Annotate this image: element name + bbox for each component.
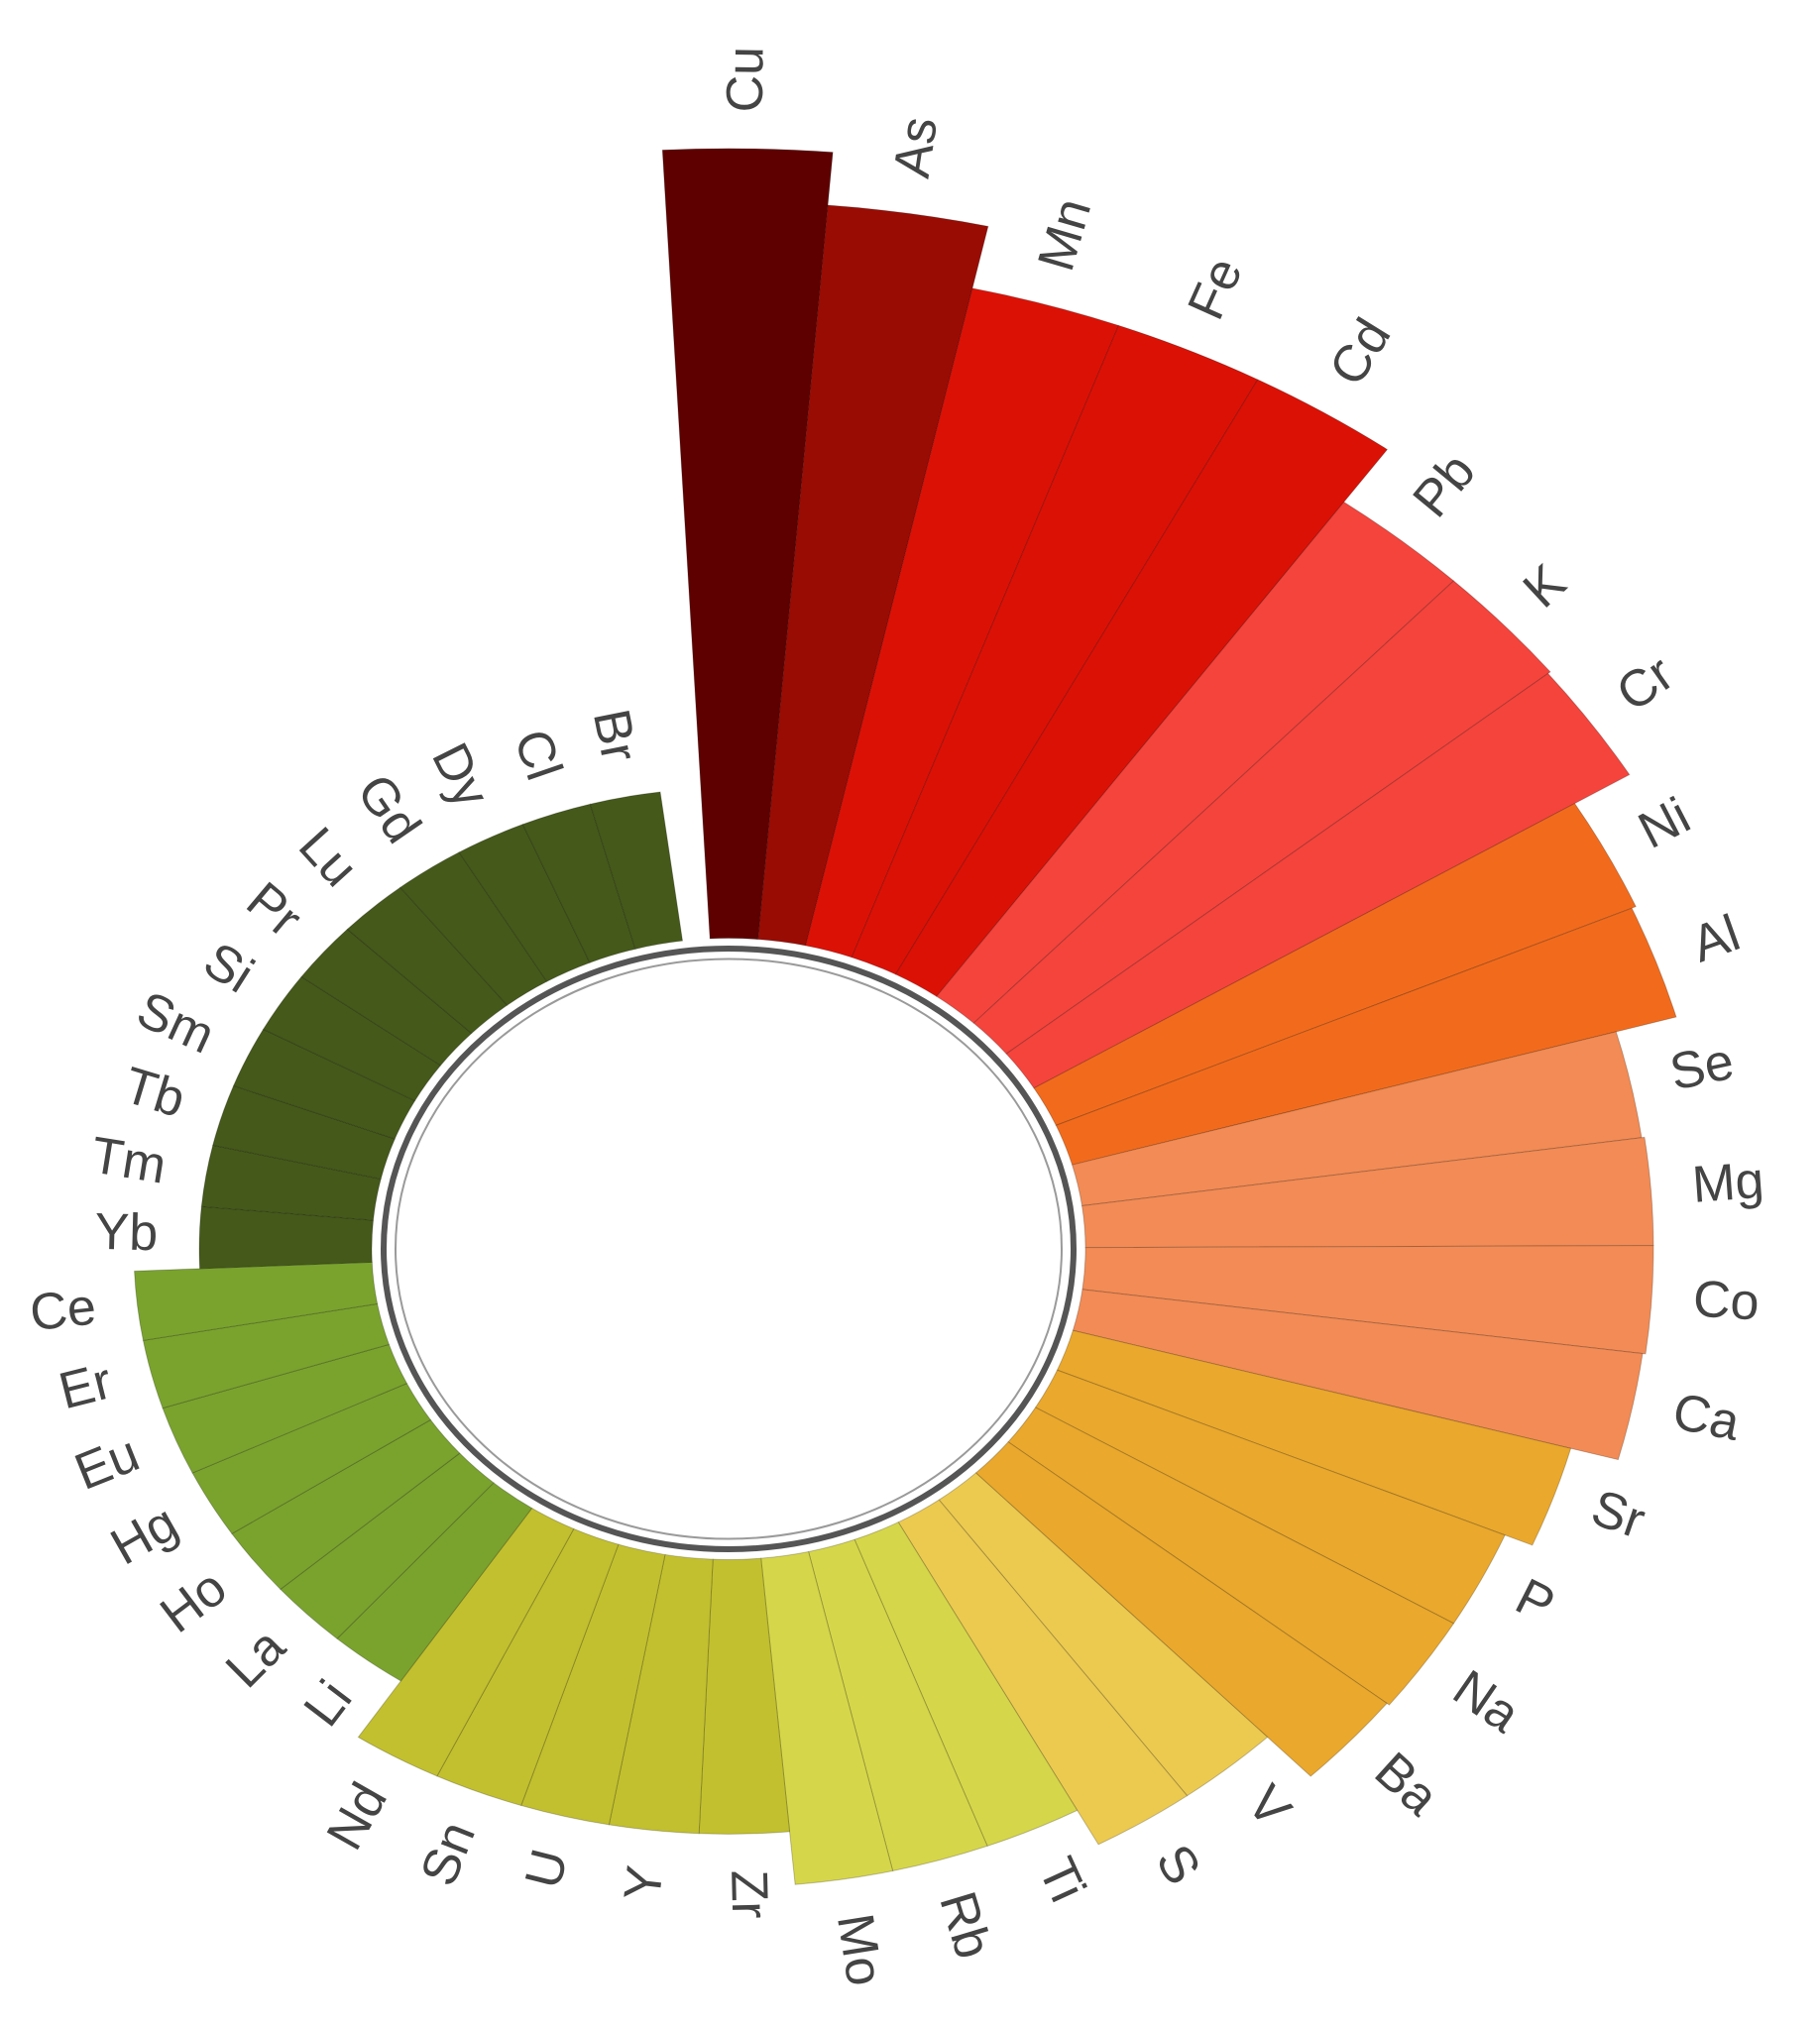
category-label: Sn [409,1814,487,1894]
category-label: Lu [287,817,369,898]
category-label: Hg [102,1494,187,1576]
category-label: Al [1684,904,1747,973]
category-label: Pr [236,871,312,949]
bar [609,1554,713,1833]
bar [135,1262,378,1340]
category-label: Mn [1027,192,1102,278]
category-label: V [1235,1775,1302,1839]
bar [400,852,547,1005]
bar [337,1483,532,1681]
bar [806,288,1119,957]
bar [1036,1370,1506,1624]
bar [761,1551,893,1884]
bar [264,976,441,1100]
category-label: P [1507,1568,1563,1634]
bar [1082,1246,1653,1354]
category-label: La [215,1618,296,1699]
bar [358,1509,573,1776]
bar [521,1544,665,1825]
category-label: Cl [503,723,573,787]
category-label: U [514,1844,579,1894]
category-label: Eu [67,1424,148,1501]
category-label: Pb [1402,443,1486,528]
category-label: Tb [117,1057,191,1129]
category-label: Se [1665,1033,1739,1102]
bar [163,1344,406,1473]
bar [1056,908,1676,1165]
bar [201,1145,381,1220]
inner-ring-inner [396,958,1062,1538]
bar [852,325,1258,974]
category-label: Cr [1607,644,1684,723]
category-label: Gd [345,764,431,853]
bar [937,503,1454,1024]
bar [1034,804,1636,1126]
bar [758,205,988,946]
bar [662,149,833,940]
bar [437,1528,619,1805]
bar [939,1473,1267,1796]
category-label: Sr [1584,1479,1651,1550]
bar [301,929,472,1065]
category-label: Cu [717,46,775,112]
category-label: Dy [420,734,500,817]
category-label: Rb [928,1885,1002,1965]
category-label: Mo [826,1910,894,1989]
bar [1082,1137,1653,1247]
bar [896,380,1388,996]
bar [699,1558,789,1834]
bar [143,1303,389,1408]
category-label: Y [614,1862,674,1903]
category-label: Na [1443,1659,1531,1745]
bar [281,1453,494,1638]
bar [975,1442,1387,1776]
bar [459,825,590,982]
bar [1008,1408,1453,1705]
category-label: Ba [1364,1742,1449,1827]
category-label: Br [582,705,648,766]
bar [854,1522,1078,1847]
category-label: Si [193,932,263,1005]
bar [1006,673,1630,1087]
category-label: As [883,113,949,181]
bar [809,1539,987,1870]
bar [1073,1290,1643,1460]
category-label: Fe [1177,250,1254,328]
category-label: Ho [150,1559,237,1644]
category-label: Tm [87,1127,170,1195]
bar [1073,1032,1642,1206]
bar [192,1384,430,1534]
category-label: Nd [316,1773,398,1858]
category-label: Yb [94,1203,159,1263]
category-label: S [1144,1835,1211,1894]
category-label: Sm [129,980,223,1065]
category-label: Li [293,1670,364,1737]
bar [590,792,682,949]
bar [898,1500,1187,1845]
category-label: Zr [720,1869,778,1919]
category-label: Ca [1668,1383,1745,1452]
bar [234,1029,415,1139]
category-label: Ti [1027,1850,1096,1911]
category-label: Mg [1690,1152,1765,1214]
category-label: K [1513,553,1577,619]
category-label: Cd [1318,309,1402,395]
bar [522,804,635,962]
bar-group [135,149,1676,1884]
inner-ring [384,949,1074,1549]
bar [1058,1330,1571,1545]
category-label: Ni [1630,787,1699,860]
category-label: Co [1691,1270,1761,1331]
bar [973,581,1550,1054]
category-label: Ce [27,1278,98,1342]
category-label: Er [54,1352,118,1420]
